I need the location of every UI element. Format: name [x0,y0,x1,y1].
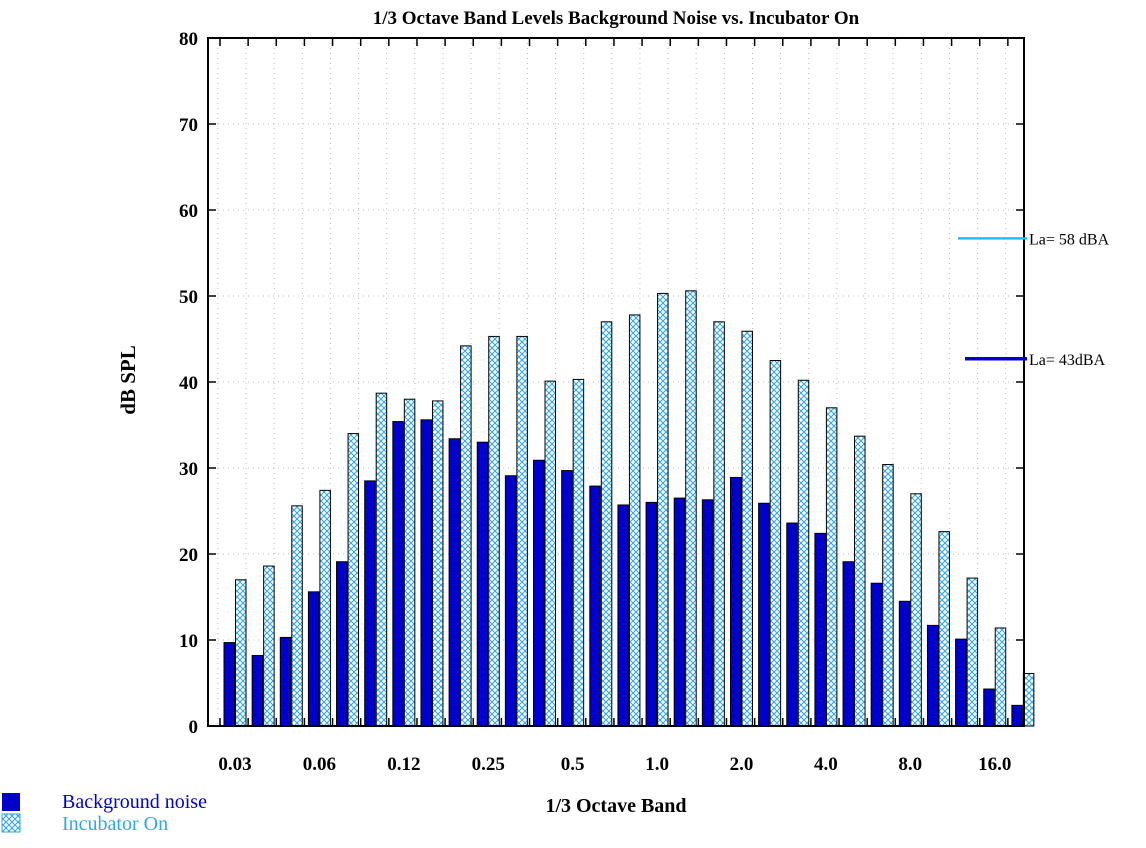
bar-incubator-on [600,321,613,727]
bar-incubator-on [966,577,979,727]
x-tick-label: 2.0 [730,754,754,775]
bar-background-noise [758,502,770,727]
bar-background-noise [729,476,742,727]
x-tick-label: 8.0 [898,754,922,775]
bar-incubator-on [713,321,725,727]
legend-swatch-background-noise [2,793,20,811]
bar-incubator-on [797,379,810,727]
y-tick-label: 70 [179,115,198,136]
bar-background-noise [814,532,826,727]
annotations: La= 58 dBA La= 43dBA [958,231,1110,369]
y-tick-label: 80 [179,29,198,50]
bar-incubator-on [657,292,669,727]
y-tick-label: 30 [179,459,198,480]
bar-background-noise [926,624,939,727]
legend-label-background-noise: Background noise [62,791,207,813]
bar-incubator-on [263,565,275,727]
bar-background-noise [448,438,461,727]
bar-background-noise [223,642,235,727]
x-axis-label: 1/3 Octave Band [545,795,686,817]
y-axis-ticks: 0 10 20 30 40 50 60 70 80 [179,29,1024,738]
bar-background-noise [983,688,995,727]
y-tick-label: 50 [179,287,198,308]
bar-incubator-on [741,330,753,727]
legend-label-incubator-on: Incubator On [62,813,168,835]
bar-background-noise [673,497,686,727]
x-tick-label: 0.25 [472,754,505,775]
y-tick-label: 60 [179,201,198,222]
bar-background-noise [1011,704,1023,727]
la-annotation-label: La= 43dBA [1029,352,1106,369]
la-annotation-label: La= 58 dBA [1029,231,1110,248]
bar-incubator-on [347,433,360,727]
bar-incubator-on [488,335,500,727]
bar-incubator-on [854,435,866,727]
y-axis-label: dB SPL [116,345,140,414]
bar-background-noise [870,582,883,727]
bar-incubator-on [938,531,950,727]
bar-incubator-on [544,380,557,727]
chart-title: 1/3 Octave Band Levels Background Noise … [373,8,860,29]
bar-background-noise [701,499,714,727]
y-tick-label: 10 [179,631,198,652]
bar-background-noise [617,504,629,727]
bar-background-noise [392,421,404,727]
bar-incubator-on [319,489,331,727]
y-tick-label: 20 [179,545,198,566]
bar-incubator-on [291,505,303,727]
bar-background-noise [533,459,545,727]
bar-background-noise [504,475,517,727]
bar-incubator-on [685,290,697,727]
bar-incubator-on [375,392,388,727]
bar-background-noise [476,441,489,727]
bar-background-noise [561,470,573,727]
bar-background-noise [842,561,855,727]
x-tick-label: 1.0 [645,754,669,775]
plot-frame [207,37,1025,727]
x-axis-ticks: 0.03 0.06 0.12 0.25 0.5 1.0 2.0 4.0 8.0 16.0 [218,38,1011,775]
bar-background-noise [364,480,376,727]
bar-background-noise [898,600,911,727]
bar-incubator-on [628,314,641,727]
bar-background-noise [420,419,432,727]
bar-incubator-on [431,400,444,727]
bar-incubator-on [994,627,1007,727]
bar-incubator-on [910,493,922,727]
bar-background-noise [336,561,348,727]
x-tick-label: 0.5 [561,754,585,775]
x-tick-label: 0.12 [387,754,420,775]
bar-background-noise [251,654,264,727]
x-tick-label: 0.06 [303,754,336,775]
bar-incubator-on [572,378,585,727]
bar-incubator-on [769,360,782,727]
bar-incubator-on [516,335,528,727]
bar-background-noise [589,485,601,727]
x-tick-label: 16.0 [978,754,1011,775]
y-tick-label: 40 [179,373,198,394]
bar-incubator-on [460,345,472,727]
y-tick-label: 0 [189,717,199,738]
legend-swatch-incubator-on [1,813,21,833]
bars [223,290,1035,727]
bar-background-noise [786,522,798,727]
bar-incubator-on [403,398,416,727]
x-tick-label: 0.03 [218,754,251,775]
bar-background-noise [279,636,292,727]
bar-incubator-on [882,464,894,727]
bar-background-noise [955,638,967,727]
x-tick-label: 4.0 [814,754,838,775]
bar-incubator-on [235,579,247,727]
bar-background-noise [645,501,658,727]
bar-background-noise [307,591,320,727]
legend: Background noise Incubator On [1,791,207,835]
bar-incubator-on [825,407,838,727]
